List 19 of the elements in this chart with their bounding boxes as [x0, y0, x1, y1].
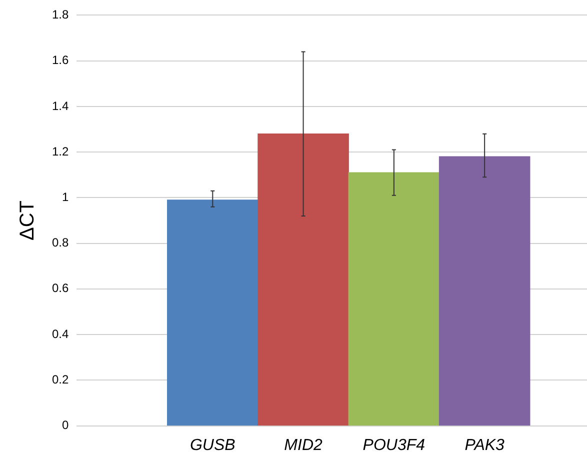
x-tick-label: POU3F4	[362, 436, 426, 454]
bar	[258, 133, 349, 426]
bar	[166, 200, 258, 426]
y-tick-label: 0	[62, 418, 69, 432]
bar	[348, 172, 440, 426]
y-tick-label: 0.8	[52, 236, 69, 250]
y-tick-label: 1.8	[52, 8, 69, 22]
y-tick-label: 1.6	[52, 53, 69, 68]
y-tick-label: 0.6	[52, 281, 69, 296]
y-tick-label: 1.4	[52, 98, 69, 113]
y-tick-label: 0.2	[52, 372, 69, 386]
y-axis-title: ΔCT	[16, 200, 39, 241]
y-tick-label: 1	[62, 190, 69, 204]
x-tick-label: PAK3	[464, 436, 505, 454]
y-tick-label: 0.4	[52, 326, 69, 341]
y-tick-label: 1.2	[52, 144, 69, 158]
x-tick-label: GUSB	[190, 436, 236, 454]
bar	[438, 156, 530, 426]
x-tick-label: MID2	[284, 436, 322, 454]
